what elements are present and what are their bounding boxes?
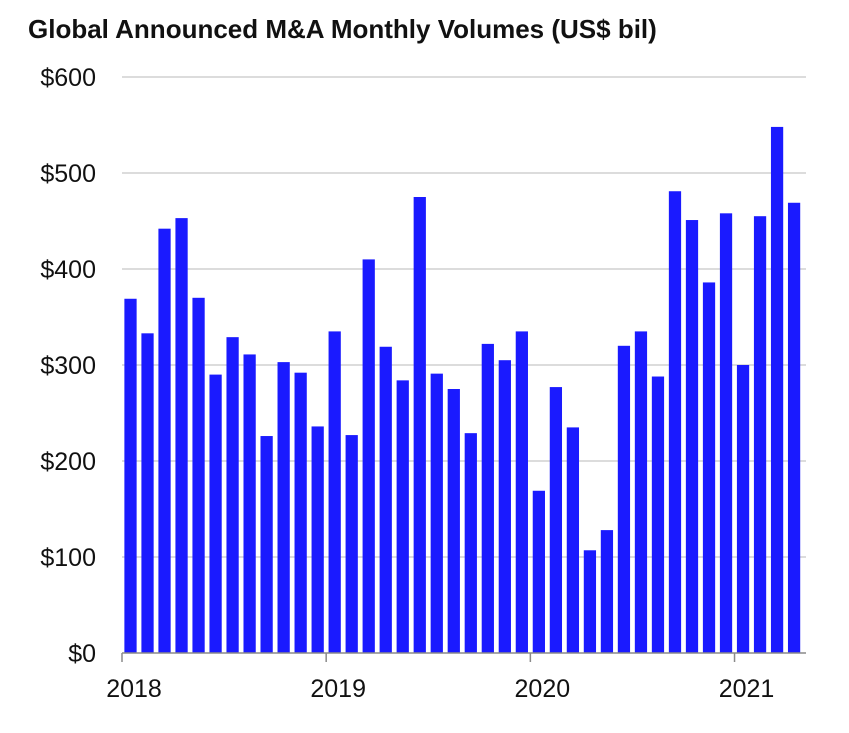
bar (770, 126, 784, 654)
bar (311, 426, 324, 653)
bar (243, 354, 256, 653)
bar (617, 345, 631, 653)
y-tick-label: $600 (40, 64, 96, 92)
bar (600, 530, 614, 653)
bar (124, 298, 137, 653)
bar (668, 191, 682, 654)
bar (294, 372, 307, 653)
bar (549, 387, 563, 653)
bar (362, 259, 375, 653)
y-tick-label: $400 (40, 256, 96, 284)
bar (515, 331, 528, 653)
y-tick-label: $0 (68, 640, 96, 668)
bar (328, 331, 341, 653)
bar (175, 218, 188, 653)
bar (379, 346, 392, 653)
x-tick-label: 2018 (106, 675, 162, 703)
bar (447, 389, 460, 653)
bar (413, 197, 426, 653)
bar (685, 220, 699, 654)
y-tick-label: $500 (40, 160, 96, 188)
bar (260, 436, 273, 653)
bar (158, 228, 171, 653)
axes (121, 652, 806, 662)
bar (736, 365, 750, 653)
bar (532, 490, 545, 653)
y-tick-label: $100 (40, 544, 96, 572)
bar (566, 427, 580, 653)
bar (481, 343, 494, 653)
bar (430, 373, 443, 653)
bar (209, 374, 222, 653)
bar (719, 213, 733, 653)
bar (141, 333, 154, 653)
chart-title: Global Announced M&A Monthly Volumes (US… (28, 14, 657, 44)
bar (464, 433, 477, 653)
y-tick-label: $200 (40, 448, 96, 476)
bar (753, 216, 767, 653)
bar (498, 360, 511, 653)
bar (634, 331, 648, 653)
y-tick-label: $300 (40, 352, 96, 380)
y-tick-labels: $0 $100 $200 $300 $400 $500 $600 (40, 64, 96, 668)
bar (396, 380, 409, 653)
bars (124, 126, 801, 654)
x-tick-label: 2021 (719, 675, 775, 703)
bar (787, 202, 801, 653)
bar (702, 282, 716, 653)
bar (277, 362, 290, 653)
bar (226, 337, 239, 653)
bar (651, 376, 665, 653)
x-tick-label: 2019 (310, 675, 366, 703)
bar (192, 297, 205, 653)
bar (345, 435, 358, 653)
x-tick-label: 2020 (515, 675, 571, 703)
x-tick-labels: 2018 2019 2020 2021 (106, 675, 774, 703)
bar (583, 550, 597, 653)
